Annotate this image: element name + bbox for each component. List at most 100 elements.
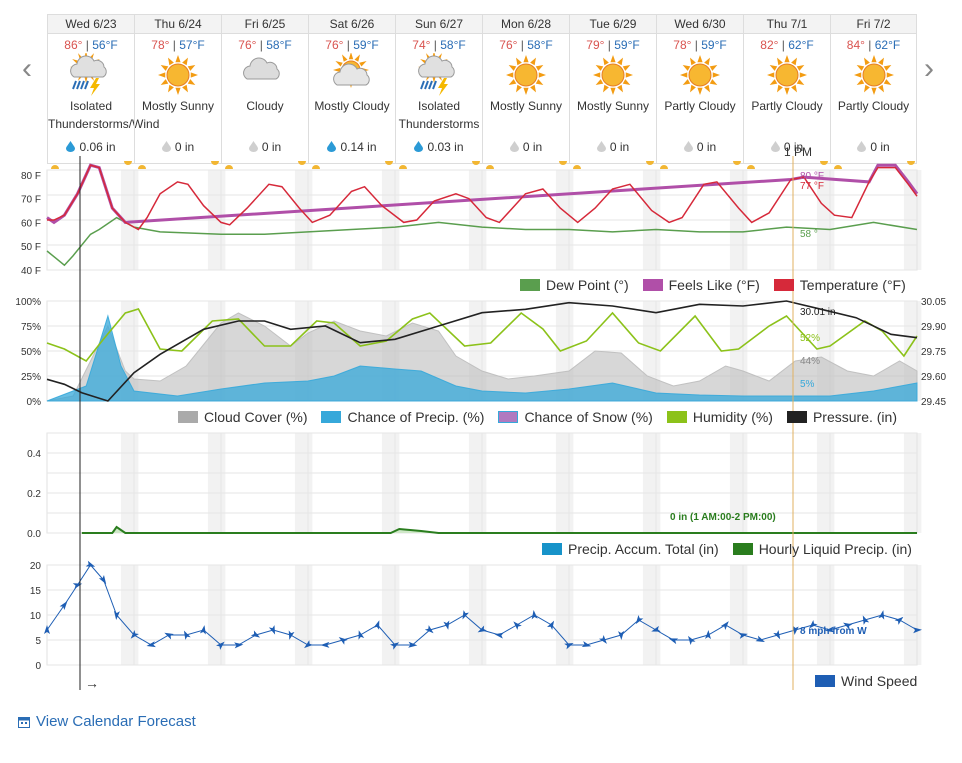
day-card[interactable]: Wed 6/23 86° | 56°F Isolated Thunderstorm… (47, 14, 159, 169)
day-icon-wrap (135, 53, 221, 97)
day-label: Tue 6/29 (570, 15, 656, 34)
precip-axis-tick: 0.4 (27, 449, 41, 460)
wind-axis-tick: 5 (35, 636, 41, 647)
cloud-icon (243, 57, 280, 80)
dew-point-line (46, 216, 918, 267)
wind-axis-tick: 20 (30, 561, 42, 572)
wind-arrow-icon (59, 601, 68, 610)
sunrise-sunset-markers (831, 158, 916, 169)
day-card[interactable]: Fri 7/2 84° | 62°F Partly Cloudy 0 in (830, 14, 917, 169)
day-card[interactable]: Thu 6/24 78° | 57°F Mostly Sunny 0 in (134, 14, 221, 169)
thunderstorm-icon (70, 53, 107, 96)
sun-icon (506, 55, 546, 95)
sunrise-sunset-markers (744, 158, 830, 169)
legend-pressure[interactable]: Pressure. (in) (786, 409, 897, 425)
legend-temperature[interactable]: Temperature (°F) (773, 277, 906, 293)
wind-arrow-icon (183, 630, 191, 640)
day-card[interactable]: Mon 6/28 76° | 58°F Mostly Sunny 0 in (482, 14, 569, 169)
wind-arrow-icon (164, 632, 174, 640)
sun-icon (158, 55, 198, 95)
sun-cloud-icon (333, 53, 370, 88)
wind-arrow-icon (216, 641, 225, 650)
day-temps: 79° | 59°F (586, 38, 640, 52)
day-icon-wrap (48, 53, 134, 97)
day-condition: Mostly Cloudy (314, 99, 390, 113)
legend-precip-chance[interactable]: Chance of Precip. (%) (321, 409, 484, 425)
wind-axis-tick: 10 (30, 611, 42, 622)
temp-value-label: 80 °F (800, 171, 824, 182)
wind-arrow-icon (44, 625, 50, 634)
scroll-arrow-icon[interactable]: → (85, 675, 99, 691)
day-condition: Mostly Sunny (141, 99, 215, 113)
wind-arrow-icon (288, 630, 295, 640)
day-icon-wrap (222, 53, 308, 97)
day-precip: 0 in (831, 140, 916, 154)
wind-arrow-icon (668, 638, 679, 645)
day-card[interactable]: Wed 6/30 78° | 59°F Partly Cloudy 0 in (656, 14, 743, 169)
day-card[interactable]: Fri 6/25 76° | 58°F Cloudy 0 in (221, 14, 308, 169)
precip-legend: Precip. Accum. Total (in) Hourly Liquid … (542, 541, 912, 557)
legend-snow-chance[interactable]: Chance of Snow (%) (498, 409, 653, 425)
day-precip: 0 in (135, 140, 221, 154)
day-temps: 74° | 58°F (412, 38, 466, 52)
view-calendar-link[interactable]: View Calendar Forecast (18, 713, 196, 730)
wind-arrow-icon (250, 630, 261, 638)
wind-arrow-icon (635, 615, 644, 625)
raindrop-icon (161, 141, 171, 152)
legend-dew-point[interactable]: Dew Point (°) (520, 277, 629, 293)
day-icon-wrap (744, 53, 830, 97)
thunderstorm-icon (418, 53, 455, 96)
pressure-axis-tick: 29.90 (921, 322, 946, 333)
next-arrow[interactable]: › (924, 52, 934, 85)
day-label: Fri 6/25 (222, 15, 308, 34)
pressure-axis-tick: 29.75 (921, 347, 946, 358)
sky-axis-tick: 50% (21, 347, 41, 358)
wind-legend: Wind Speed (815, 673, 917, 689)
wind-arrow-icon (304, 640, 313, 649)
day-label: Fri 7/2 (831, 15, 916, 34)
wind-arrow-icon (130, 630, 139, 639)
day-icon-wrap (570, 53, 656, 97)
temp-axis-tick: 70 F (21, 195, 41, 206)
wind-arrow-icon (720, 621, 729, 630)
day-card[interactable]: Sun 6/27 74° | 58°F Isolated Thunderstorm… (395, 14, 482, 169)
wind-arrow-icon (531, 610, 538, 620)
wind-arrow-icon (199, 625, 206, 635)
day-card[interactable]: Tue 6/29 79° | 59°F Mostly Sunny 0 in (569, 14, 656, 169)
day-temps: 86° | 56°F (64, 38, 118, 52)
wind-arrow-icon (618, 630, 625, 640)
sunrise-sunset-markers (309, 158, 395, 169)
raindrop-icon (248, 141, 258, 152)
legend-feels-like[interactable]: Feels Like (°F) (642, 277, 760, 293)
day-card[interactable]: Thu 7/1 82° | 62°F Partly Cloudy 0 in (743, 14, 830, 169)
day-icon-wrap (831, 53, 916, 97)
wind-arrow-icon (373, 620, 380, 630)
wind-arrow-icon (547, 620, 555, 630)
raindrop-icon (596, 141, 606, 152)
cloud-cover-area (46, 312, 918, 402)
legend-precip-accum[interactable]: Precip. Accum. Total (in) (542, 541, 719, 557)
legend-cloud-cover[interactable]: Cloud Cover (%) (178, 409, 307, 425)
cursor-time-label: 1 PM (784, 145, 812, 159)
day-card[interactable]: Sat 6/26 76° | 59°F Mostly Cloudy 0.14 i… (308, 14, 395, 169)
wind-arrow-icon (424, 625, 434, 634)
wind-arrow-icon (113, 610, 120, 620)
day-temps: 84° | 62°F (846, 38, 901, 52)
pressure-axis-tick: 30.05 (921, 297, 946, 308)
wind-value-label: 8 mph from W (800, 626, 867, 637)
hourly-precip-line (81, 525, 917, 534)
legend-hourly-precip[interactable]: Hourly Liquid Precip. (in) (732, 541, 912, 557)
legend-humidity[interactable]: Humidity (%) (666, 409, 773, 425)
legend-wind-speed[interactable]: Wind Speed (815, 673, 917, 689)
sunrise-sunset-markers (570, 158, 656, 169)
day-temps: 76° | 59°F (325, 38, 379, 52)
prev-arrow[interactable]: ‹ (22, 52, 32, 85)
day-label: Sun 6/27 (396, 15, 482, 34)
day-temps: 82° | 62°F (760, 38, 814, 52)
calendar-link-text[interactable]: View Calendar Forecast (36, 713, 196, 730)
sun-icon (593, 55, 633, 95)
wind-arrow-icon (462, 610, 470, 620)
temp-value-label: 77 °F (800, 181, 824, 192)
wind-arrow-icon (651, 625, 661, 632)
precip-axis-tick: 0.0 (27, 529, 41, 540)
